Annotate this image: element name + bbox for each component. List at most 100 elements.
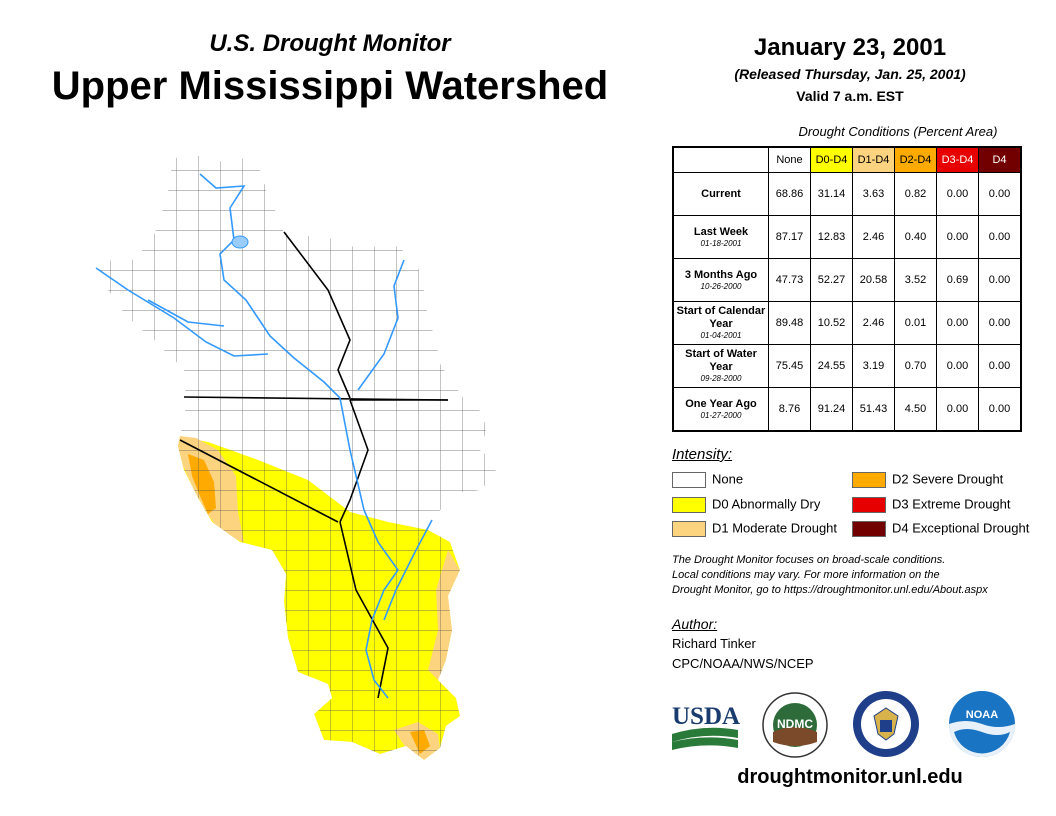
note-line: Local conditions may vary. For more info…: [672, 569, 940, 581]
minnesota-river: [95, 267, 269, 357]
table-row: Current 68.86 31.14 3.63 0.82 0.00 0.00: [672, 172, 1022, 216]
col-none: None: [768, 146, 811, 173]
cell-d2-d4: 4.50: [894, 387, 937, 432]
legend-item-d0: D0 Abnormally Dry: [672, 496, 820, 514]
watershed-map: [95, 156, 498, 760]
mississippi-river: [199, 173, 399, 699]
legend-swatch: [672, 496, 706, 513]
cell-d1-d4: 20.58: [852, 258, 895, 302]
cell-d0-d4: 12.83: [810, 215, 853, 259]
usda-logo-graphic: USDA: [672, 703, 740, 750]
cell-d2-d4: 0.40: [894, 215, 937, 259]
row-label-text: 3 Months Ago: [684, 268, 758, 281]
legend-swatch: [852, 520, 886, 537]
ndmc-logo-graphic: NDMC: [762, 692, 828, 758]
row-label-text: Start of Calendar Year: [676, 305, 766, 330]
row-label: 3 Months Ago 10-26-2000: [672, 258, 769, 302]
legend-item-d2: D2 Severe Drought: [852, 471, 1003, 489]
table-row: Last Week 01-18-2001 87.17 12.83 2.46 0.4…: [672, 215, 1022, 259]
legend-swatch: [672, 471, 706, 488]
author-name: Richard Tinker: [672, 636, 756, 651]
doc-seal-graphic: [853, 691, 919, 757]
cell-d4: 0.00: [978, 301, 1022, 345]
row-label-date: 10-26-2000: [700, 281, 742, 291]
cell-d3-d4: 0.00: [936, 172, 979, 216]
legend-swatch: [672, 520, 706, 537]
table-corner: [673, 147, 769, 173]
cell-d2-d4: 0.70: [894, 344, 937, 388]
ndmc-logo: NDMC: [762, 692, 828, 758]
col-d3-d4: D3-D4: [936, 146, 979, 173]
row-label: Start of Water Year 09-28-2000: [672, 344, 769, 388]
ndmc-logo-text: NDMC: [777, 717, 813, 731]
legend-item-d3: D3 Extreme Drought: [852, 496, 1011, 514]
row-label-text: Current: [701, 187, 741, 200]
note-line: The Drought Monitor focuses on broad-sca…: [672, 554, 946, 566]
row-label-text: Start of Water Year: [685, 348, 757, 373]
cell-d2-d4: 3.52: [894, 258, 937, 302]
legend-swatch: [852, 496, 886, 513]
col-d2-d4: D2-D4: [894, 146, 937, 173]
cell-d2-d4: 0.01: [894, 301, 937, 345]
cell-d1-d4: 2.46: [852, 215, 895, 259]
row-label: Start of Calendar Year 01-04-2001: [672, 301, 769, 345]
cell-d1-d4: 3.19: [852, 344, 895, 388]
tributary-river: [147, 299, 225, 327]
cell-none: 68.86: [768, 172, 811, 216]
cell-d0-d4: 91.24: [810, 387, 853, 432]
cell-d0-d4: 52.27: [810, 258, 853, 302]
legend-label: None: [712, 471, 744, 487]
release-date: (Released Thursday, Jan. 25, 2001): [734, 66, 966, 82]
row-label-date: 01-04-2001: [700, 331, 742, 340]
state-line-mn-wi: [283, 231, 351, 399]
legend-swatch: [852, 471, 886, 488]
cell-d4: 0.00: [978, 258, 1022, 302]
note-line: Drought Monitor, go to https://droughtmo…: [672, 584, 988, 596]
table-row: Start of Water Year 09-28-2000 75.45 24.5…: [672, 344, 1022, 388]
intensity-legend-title: Intensity:: [672, 446, 733, 463]
author-org: CPC/NOAA/NWS/NCEP: [672, 656, 814, 671]
col-d1-d4: D1-D4: [852, 146, 895, 173]
cell-d3-d4: 0.00: [936, 301, 979, 345]
map-subtitle: U.S. Drought Monitor: [209, 30, 451, 57]
row-label: Current: [672, 172, 769, 216]
cell-d1-d4: 51.43: [852, 387, 895, 432]
cell-d1-d4: 2.46: [852, 301, 895, 345]
cell-d4: 0.00: [978, 344, 1022, 388]
legend-item-none: None: [672, 471, 743, 489]
usda-logo-text: USDA: [672, 703, 740, 730]
legend-item-d4: D4 Exceptional Drought: [852, 520, 1029, 538]
row-label-text: One Year Ago: [685, 397, 757, 410]
cell-d3-d4: 0.69: [936, 258, 979, 302]
map-title: Upper Mississippi Watershed: [51, 64, 609, 108]
lake-mille-lacs: [231, 235, 249, 249]
illinois-river: [383, 519, 433, 621]
disclaimer-note: The Drought Monitor focuses on broad-sca…: [672, 553, 1044, 598]
website-url: droughtmonitor.unl.edu: [737, 766, 963, 788]
cell-d1-d4: 3.63: [852, 172, 895, 216]
noaa-logo: NOAA: [948, 690, 1016, 758]
table-row: 3 Months Ago 10-26-2000 47.73 52.27 20.58…: [672, 258, 1022, 302]
row-label-date: 09-28-2000: [700, 374, 742, 383]
cell-none: 75.45: [768, 344, 811, 388]
row-label-date: 01-27-2000: [700, 410, 742, 420]
author-title: Author:: [672, 616, 718, 632]
cell-d4: 0.00: [978, 172, 1022, 216]
cell-d2-d4: 0.82: [894, 172, 937, 216]
legend-label: D3 Extreme Drought: [892, 496, 1011, 512]
legend-label: D1 Moderate Drought: [712, 520, 838, 536]
cell-d3-d4: 0.00: [936, 215, 979, 259]
row-label-date: 01-18-2001: [700, 238, 742, 248]
cell-none: 87.17: [768, 215, 811, 259]
cell-d0-d4: 10.52: [810, 301, 853, 345]
legend-label: D2 Severe Drought: [892, 471, 1004, 487]
col-d4: D4: [978, 146, 1022, 173]
table-row: One Year Ago 01-27-2000 8.76 91.24 51.43 …: [672, 387, 1022, 432]
row-label-text: Last Week: [693, 225, 749, 238]
cell-d4: 0.00: [978, 215, 1022, 259]
cell-d3-d4: 0.00: [936, 344, 979, 388]
noaa-logo-text: NOAA: [966, 709, 998, 721]
cell-none: 89.48: [768, 301, 811, 345]
legend-label: D0 Abnormally Dry: [712, 496, 821, 512]
noaa-logo-graphic: NOAA: [949, 691, 1015, 757]
